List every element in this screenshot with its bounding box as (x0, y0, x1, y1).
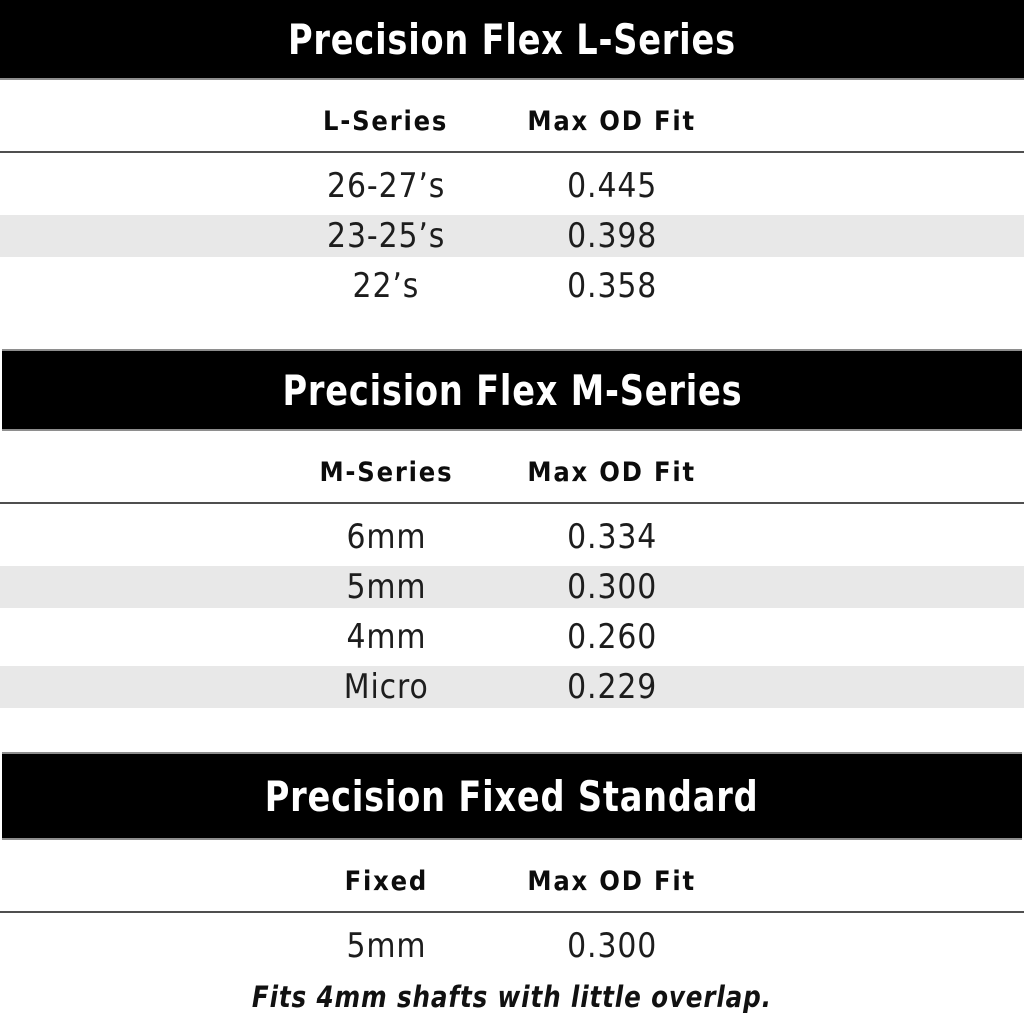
row-value: 0.445 (566, 166, 658, 206)
m-series-col1-header-cell: M-Series (276, 453, 496, 496)
table-row: 4mm 0.260 (0, 612, 1024, 662)
col-header-max-od-fit: Max OD Fit (527, 866, 697, 897)
fixed-standard-section: Precision Fixed Standard Fixed Max OD Fi… (0, 752, 1024, 1022)
l-series-table-body: 26-27’s 0.445 23-25’s 0.398 22’s 0.358 (0, 153, 1024, 311)
col-header-fixed: Fixed (344, 866, 428, 897)
l-series-col2-header-cell: Max OD Fit (502, 102, 722, 145)
row-value: 0.358 (566, 266, 658, 306)
fixed-table-body: 5mm 0.300 (0, 913, 1024, 971)
table-row: 5mm 0.300 (0, 921, 1024, 971)
fixed-col1-header-cell: Fixed (276, 862, 496, 905)
m-series-banner: Precision Flex M-Series (2, 349, 1022, 431)
row-label: 5mm (346, 926, 426, 966)
footnote-text: Fits 4mm shafts with little overlap. (252, 980, 772, 1014)
m-series-col2-header-cell: Max OD Fit (502, 453, 722, 496)
footnote: Fits 4mm shafts with little overlap. (0, 977, 1024, 1022)
table-row: 6mm 0.334 (0, 512, 1024, 562)
l-series-section: Precision Flex L-Series L-Series Max OD … (0, 0, 1024, 311)
row-label: 4mm (346, 617, 426, 657)
col-header-max-od-fit: Max OD Fit (527, 106, 697, 137)
l-series-title: Precision Flex L-Series (288, 14, 736, 64)
row-value: 0.260 (566, 617, 658, 657)
table-row: 26-27’s 0.445 (0, 161, 1024, 211)
m-series-header-row: M-Series Max OD Fit (0, 431, 1024, 504)
row-value: 0.229 (566, 667, 658, 707)
l-series-header-row: L-Series Max OD Fit (0, 80, 1024, 153)
row-label: 23-25’s (326, 216, 446, 256)
fixed-col2-header-cell: Max OD Fit (502, 862, 722, 905)
l-series-banner: Precision Flex L-Series (0, 0, 1024, 80)
col-header-max-od-fit: Max OD Fit (527, 457, 697, 488)
table-row: Micro 0.229 (0, 662, 1024, 712)
m-series-title: Precision Flex M-Series (282, 365, 742, 415)
fixed-standard-banner: Precision Fixed Standard (2, 752, 1022, 840)
col-header-m-series: M-Series (319, 457, 453, 488)
row-label: Micro (343, 667, 429, 707)
table-row: 23-25’s 0.398 (0, 211, 1024, 261)
col-header-l-series: L-Series (323, 106, 449, 137)
table-row: 5mm 0.300 (0, 562, 1024, 612)
l-series-col1-header-cell: L-Series (276, 102, 496, 145)
row-value: 0.300 (566, 926, 658, 966)
row-label: 22’s (352, 266, 420, 306)
fixed-header-row: Fixed Max OD Fit (0, 840, 1024, 913)
m-series-section: Precision Flex M-Series M-Series Max OD … (0, 349, 1024, 712)
m-series-table-body: 6mm 0.334 5mm 0.300 4mm 0.260 Micro (0, 504, 1024, 712)
row-label: 26-27’s (326, 166, 446, 206)
row-value: 0.334 (566, 517, 658, 557)
row-value: 0.398 (566, 216, 658, 256)
table-row: 22’s 0.358 (0, 261, 1024, 311)
row-label: 6mm (346, 517, 426, 557)
row-label: 5mm (346, 567, 426, 607)
fixed-standard-title: Precision Fixed Standard (265, 771, 759, 821)
row-value: 0.300 (566, 567, 658, 607)
